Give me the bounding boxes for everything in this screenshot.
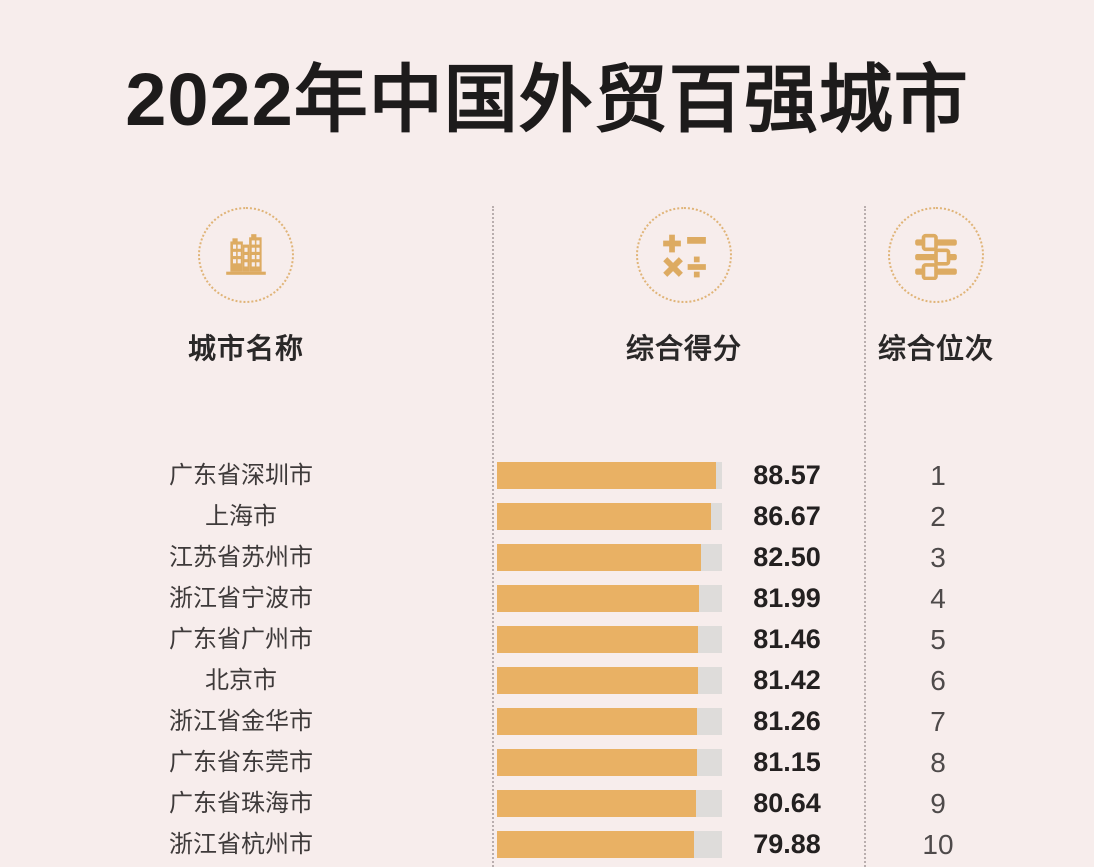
score-value: 81.46	[753, 624, 821, 654]
column-label-city: 城市名称	[187, 333, 304, 364]
table-row: 广东省广州市 81.46 5	[0, 619, 1094, 660]
table-row: 广东省东莞市 81.15 8	[0, 742, 1094, 783]
score-bar-fill	[497, 544, 701, 571]
score-bar-fill	[497, 749, 698, 776]
score-bar-track	[497, 503, 722, 530]
score-value: 80.64	[753, 788, 821, 818]
rank-value: 2	[930, 501, 946, 532]
city-name: 浙江省宁波市	[169, 585, 313, 612]
rank-value: 8	[930, 747, 946, 778]
score-bar-track	[497, 667, 722, 694]
score-bar-track	[497, 790, 722, 817]
rank-value: 5	[930, 624, 946, 655]
city-name: 广东省广州市	[169, 626, 313, 653]
score-value: 81.26	[753, 706, 821, 736]
city-name: 广东省深圳市	[169, 462, 313, 489]
rank-value: 10	[922, 829, 954, 860]
column-header-city: 城市名称	[146, 207, 346, 367]
score-bar-track	[497, 626, 722, 653]
table-row: 北京市 81.42 6	[0, 660, 1094, 701]
table-row: 浙江省宁波市 81.99 4	[0, 578, 1094, 619]
city-name: 江苏省苏州市	[169, 544, 313, 571]
city-name: 上海市	[205, 503, 277, 530]
rank-value: 4	[930, 583, 946, 614]
score-value: 81.99	[753, 583, 821, 613]
score-bar-track	[497, 831, 722, 858]
score-bar-fill	[497, 462, 716, 489]
score-bar-fill	[497, 503, 711, 530]
rank-value: 9	[930, 788, 946, 819]
column-label-score: 综合得分	[625, 333, 742, 364]
buildings-icon	[198, 207, 294, 303]
ranking-list: 广东省深圳市 88.57 1 上海市 86.67 2 江苏省苏州市 82.50 …	[0, 455, 1094, 865]
sliders-icon	[888, 207, 984, 303]
city-name: 北京市	[205, 667, 277, 694]
score-value: 81.42	[753, 665, 821, 695]
score-value: 82.50	[753, 542, 821, 572]
city-name: 广东省珠海市	[169, 790, 313, 817]
rank-value: 1	[930, 460, 946, 491]
score-value: 79.88	[753, 829, 821, 859]
table-row: 上海市 86.67 2	[0, 496, 1094, 537]
score-bar-track	[497, 585, 722, 612]
column-header-rank: 综合位次	[836, 207, 1036, 367]
score-bar-fill	[497, 667, 698, 694]
table-row: 广东省珠海市 80.64 9	[0, 783, 1094, 824]
column-label-rank: 综合位次	[877, 333, 994, 364]
column-header-score: 综合得分	[584, 207, 784, 367]
city-name: 浙江省杭州市	[169, 831, 313, 858]
table-row: 浙江省金华市 81.26 7	[0, 701, 1094, 742]
column-divider	[492, 206, 494, 867]
score-value: 81.15	[753, 747, 821, 777]
score-bar-fill	[497, 831, 695, 858]
score-bar-fill	[497, 585, 700, 612]
math-operators-icon	[636, 207, 732, 303]
page-title: 2022年中国外贸百强城市	[125, 58, 969, 141]
city-name: 广东省东莞市	[169, 749, 313, 776]
score-value: 86.67	[753, 501, 821, 531]
score-bar-fill	[497, 708, 698, 735]
column-divider	[864, 206, 866, 867]
table-row: 浙江省杭州市 79.88 10	[0, 824, 1094, 865]
score-bar-track	[497, 749, 722, 776]
score-bar-track	[497, 708, 722, 735]
rank-value: 6	[930, 665, 946, 696]
city-name: 浙江省金华市	[169, 708, 313, 735]
rank-value: 3	[930, 542, 946, 573]
table-row: 广东省深圳市 88.57 1	[0, 455, 1094, 496]
score-bar-track	[497, 462, 722, 489]
score-bar-fill	[497, 626, 698, 653]
score-bar-fill	[497, 790, 696, 817]
score-value: 88.57	[753, 460, 821, 490]
score-bar-track	[497, 544, 722, 571]
rank-value: 7	[930, 706, 946, 737]
table-row: 江苏省苏州市 82.50 3	[0, 537, 1094, 578]
